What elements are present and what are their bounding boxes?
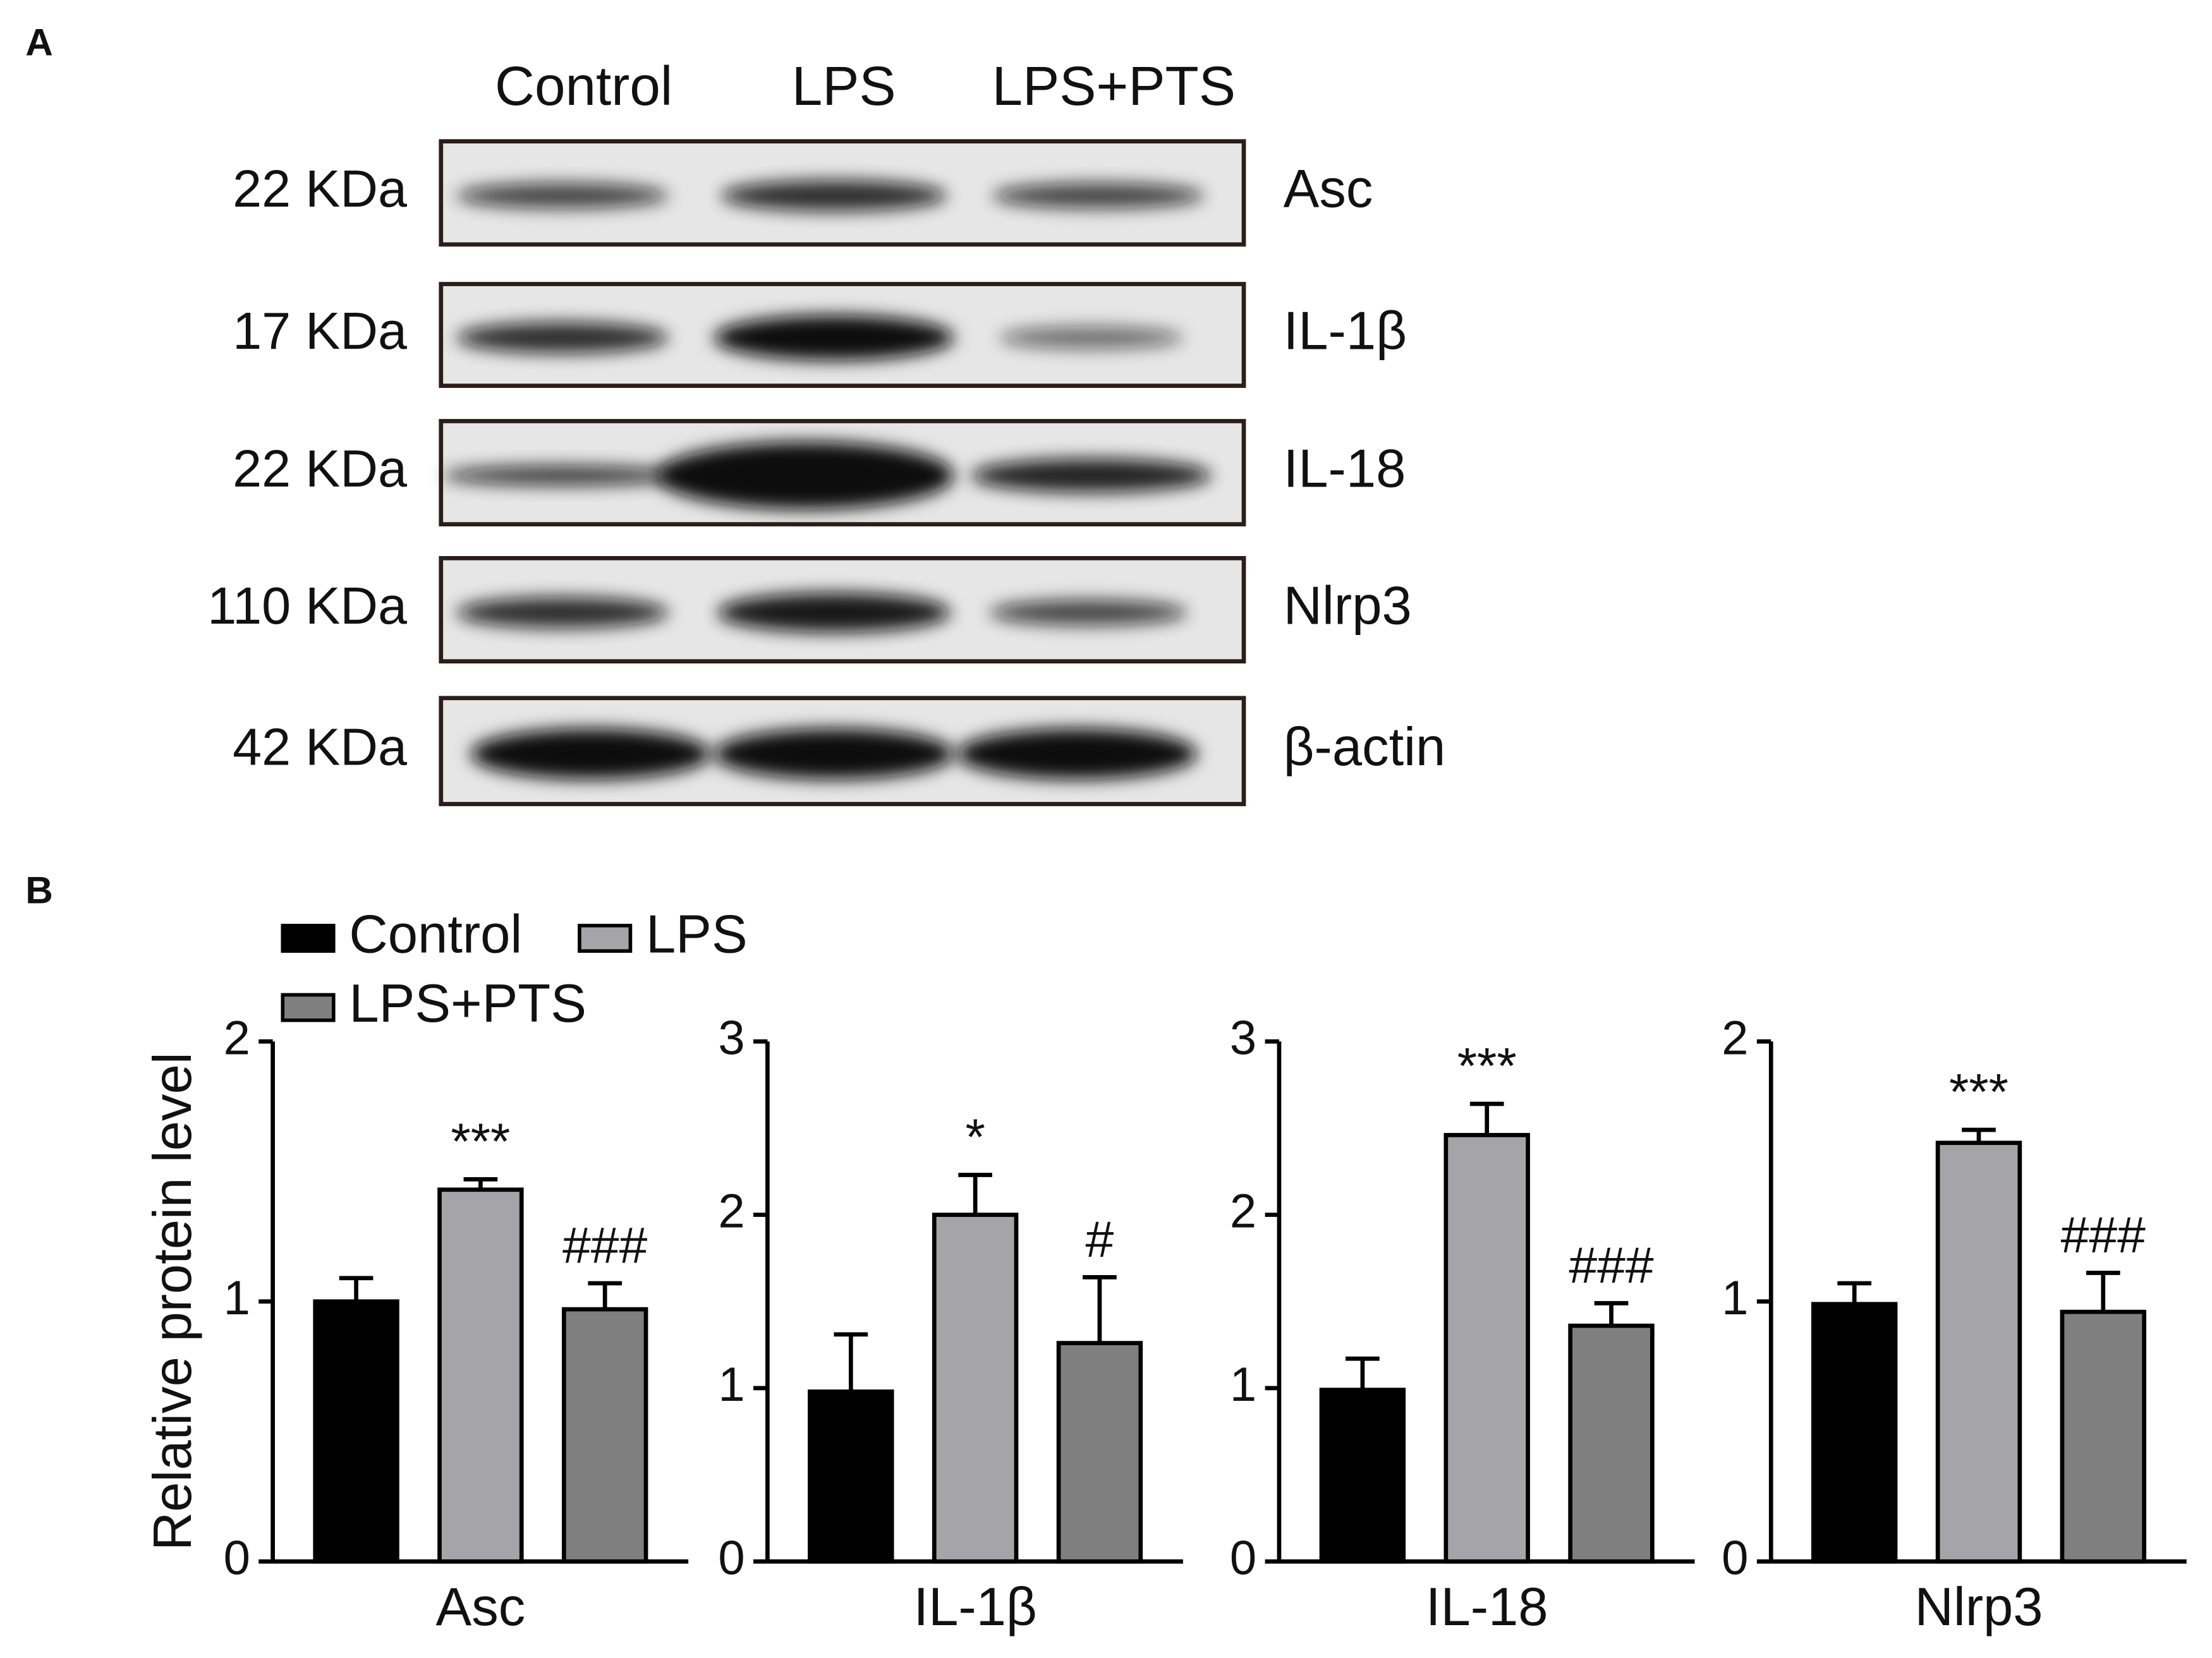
blot-frame: [439, 696, 1246, 806]
legend-swatch: [578, 924, 633, 953]
significance-label: ***: [1949, 1064, 2008, 1121]
error-bar: [339, 1276, 374, 1302]
bar: [1443, 1133, 1530, 1564]
blot-band: [456, 322, 669, 354]
bar: [1568, 1323, 1655, 1564]
blot-frame: [439, 419, 1246, 527]
y-tick-label: 2: [224, 1011, 250, 1065]
legend-label: Control: [349, 904, 522, 964]
blot-band: [989, 600, 1188, 626]
error-bar: [463, 1177, 498, 1190]
blot-band: [992, 183, 1205, 209]
y-tick-label: 2: [1722, 1011, 1748, 1065]
blot-band: [717, 593, 951, 632]
lane-label: LPS: [792, 56, 896, 117]
x-axis-label: Asc: [436, 1577, 526, 1637]
lane-label: LPS+PTS: [992, 56, 1236, 117]
x-axis-label: IL-18: [1426, 1577, 1548, 1637]
y-tick-label: 0: [1230, 1531, 1256, 1585]
weight-label: 22 KDa: [233, 159, 408, 218]
bar: [932, 1213, 1019, 1564]
significance-label: ***: [451, 1113, 510, 1170]
error-bar: [1469, 1101, 1504, 1135]
y-tick-label: 2: [718, 1185, 744, 1238]
blot-band: [971, 458, 1212, 493]
weight-label: 42 KDa: [233, 718, 408, 777]
significance-label: ###: [2061, 1207, 2146, 1264]
protein-label: Asc: [1284, 159, 1373, 219]
blot-frame: [439, 139, 1246, 247]
bar: [808, 1389, 894, 1564]
y-tick-label: 3: [1230, 1011, 1256, 1065]
bar: [1935, 1141, 2022, 1564]
y-tick-label: 1: [718, 1358, 744, 1412]
legend-swatch: [281, 993, 336, 1022]
error-bar: [1962, 1127, 1996, 1143]
bar: [437, 1187, 524, 1564]
protein-label: Nlrp3: [1284, 576, 1412, 636]
legend-label: LPS: [646, 904, 748, 964]
error-bar: [2086, 1271, 2120, 1312]
error-bar: [834, 1332, 868, 1392]
significance-label: ###: [562, 1218, 648, 1274]
blot-band: [720, 180, 947, 212]
significance-label: #: [1086, 1211, 1114, 1268]
weight-label: 110 KDa: [207, 576, 408, 635]
y-tick-label: 1: [1722, 1271, 1748, 1325]
legend-swatch: [281, 924, 336, 953]
blot-band: [456, 183, 669, 209]
panel-label: A: [25, 21, 53, 64]
error-bar: [588, 1281, 623, 1310]
protein-label: β-actin: [1284, 717, 1446, 777]
blot-band: [714, 315, 954, 361]
error-bar: [958, 1173, 992, 1215]
y-tick-label: 0: [224, 1531, 250, 1585]
error-bar: [1837, 1281, 1872, 1304]
blot-frame: [439, 556, 1246, 664]
significance-label: ###: [1569, 1237, 1654, 1294]
y-tick-label: 3: [718, 1011, 744, 1065]
panel-label: B: [25, 868, 53, 911]
error-bar: [1594, 1301, 1629, 1326]
blot-band: [957, 728, 1198, 780]
x-axis-label: Nlrp3: [1914, 1577, 2043, 1637]
error-bar: [1346, 1356, 1380, 1390]
blot-band: [470, 728, 711, 780]
weight-label: 22 KDa: [233, 439, 408, 498]
blot-band: [442, 465, 683, 486]
y-tick-label: 2: [1230, 1185, 1256, 1238]
significance-label: ***: [1457, 1038, 1517, 1095]
y-tick-label: 1: [224, 1271, 250, 1325]
y-axis-label: Relative protein level: [143, 1052, 203, 1551]
bar: [2060, 1309, 2147, 1564]
error-bar: [1083, 1274, 1117, 1343]
blot-band: [999, 326, 1183, 349]
significance-label: *: [965, 1109, 985, 1166]
y-tick-label: 1: [1230, 1358, 1256, 1412]
protein-label: IL-1β: [1284, 301, 1407, 361]
bar: [313, 1299, 399, 1564]
protein-label: IL-18: [1284, 439, 1406, 499]
lane-label: Control: [495, 56, 672, 117]
bar: [1811, 1302, 1898, 1564]
legend-label: LPS+PTS: [349, 974, 586, 1034]
blot-band: [714, 728, 954, 780]
bar: [1056, 1341, 1143, 1564]
bar: [561, 1307, 648, 1564]
blot-band: [456, 596, 669, 629]
weight-label: 17 KDa: [233, 301, 408, 360]
blot-band: [657, 441, 954, 510]
blot-frame: [439, 282, 1246, 388]
x-axis-label: IL-1β: [913, 1577, 1036, 1637]
bar: [1319, 1388, 1406, 1564]
y-tick-label: 0: [1722, 1531, 1748, 1585]
y-tick-label: 0: [718, 1531, 744, 1585]
